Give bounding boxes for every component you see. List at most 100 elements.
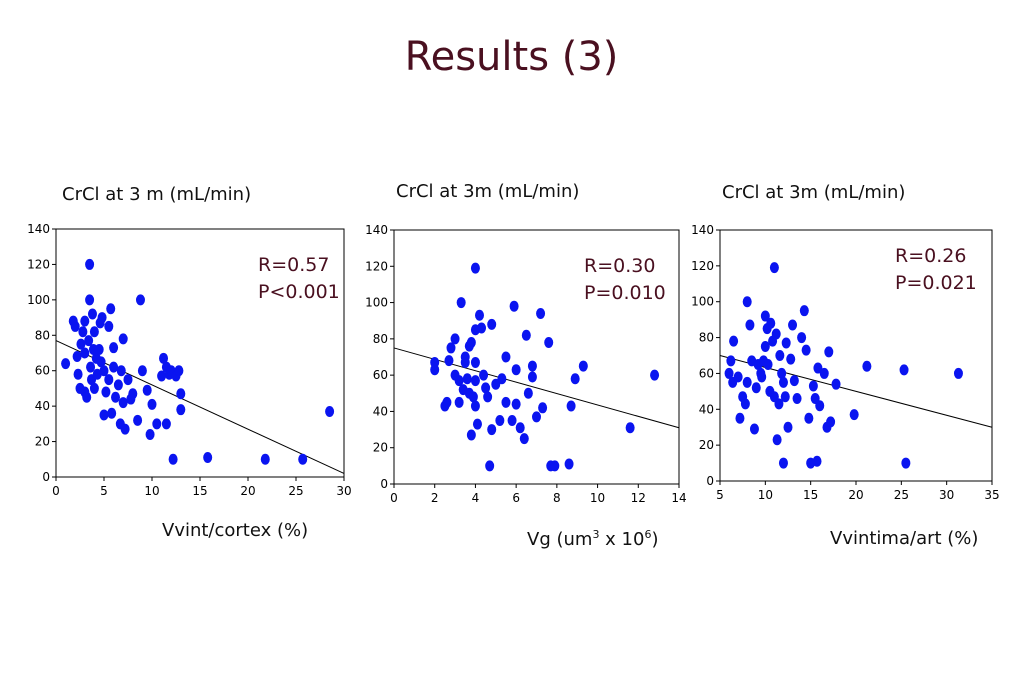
chart3-data-point <box>808 380 818 392</box>
chart3-y-tick-label: 20 <box>699 438 714 452</box>
chart1-data-point <box>168 453 178 465</box>
chart1-x-tick-label: 20 <box>240 484 255 498</box>
chart2-data-point <box>532 411 541 423</box>
chart1-data-point <box>133 414 143 426</box>
chart3-y-tick-label: 100 <box>691 295 714 309</box>
chart1-data-point <box>152 418 162 430</box>
chart2-data-point <box>564 458 574 470</box>
chart3-x-tick-label: 15 <box>803 488 818 502</box>
chart1-data-point <box>157 370 167 382</box>
chart1-data-point <box>99 409 109 421</box>
chart3-y-tick-label: 80 <box>699 331 714 345</box>
chart1-data-point <box>118 397 128 409</box>
chart2-data-point <box>479 369 489 381</box>
chart3-data-point <box>733 371 743 383</box>
chart2-plot-frame <box>393 229 680 485</box>
chart1-data-point <box>142 384 152 396</box>
chart1-x-axis-label: Vvint/cortex (%) <box>162 520 309 541</box>
chart1-data-point <box>137 365 147 377</box>
chart2-data-point <box>430 356 440 368</box>
chart2-y-tick-label: 40 <box>373 404 388 418</box>
chart1-data-point <box>111 391 121 403</box>
chart1-data-point <box>116 365 126 377</box>
chart1-data-point <box>118 333 128 345</box>
chart1-data-point <box>85 258 95 270</box>
chart3-x-tick-label: 25 <box>894 488 909 502</box>
chart3-data-point <box>788 319 798 331</box>
chart3-data-point <box>786 353 796 365</box>
chart3-data-point <box>819 367 829 379</box>
chart3-data-point <box>735 412 745 424</box>
chart3-scatter-plot: 0 20 40 60 80 100 120 140 5 10 15 20 25 30 35 <box>691 223 1000 502</box>
chart2-x-tick-label: 4 <box>472 491 480 505</box>
chart1-data-point <box>78 326 88 338</box>
chart2-data-point <box>487 424 497 436</box>
chart2-data-point <box>519 433 529 445</box>
chart2-x-label-exp2: 6 <box>644 528 652 541</box>
chart1-data-point <box>174 365 184 377</box>
chart1-data-point <box>113 379 123 391</box>
chart1-data-point <box>70 320 80 332</box>
chart1-stats: R=0.57 P<0.001 <box>258 252 340 306</box>
chart3-y-tick-label: 140 <box>691 223 714 237</box>
chart1-y-tick-label: 40 <box>35 399 50 413</box>
chart1-data-point <box>84 335 94 347</box>
chart2-data-point <box>483 391 493 403</box>
chart3-data-point <box>775 350 785 361</box>
chart3-data-point <box>724 367 734 379</box>
chart3-data-point <box>849 409 859 421</box>
chart2-y-tick-label: 0 <box>380 477 388 491</box>
chart3-data-point <box>812 455 822 467</box>
chart2-data-point <box>456 297 466 309</box>
chart1-data-point <box>82 391 92 403</box>
chart3-data-point <box>801 344 811 356</box>
chart3-y-tick-label: 120 <box>691 259 714 273</box>
chart2-data-point <box>527 360 537 372</box>
chart2-data-point <box>462 373 472 385</box>
chart1-x-tick-label: 30 <box>336 484 351 498</box>
chart1-data-point <box>92 368 102 380</box>
chart2-data-point <box>495 415 505 426</box>
chart2-y-tick-label: 20 <box>373 441 388 455</box>
chart2-x-tick-label: 8 <box>553 491 561 505</box>
chart3-data-point <box>831 378 841 390</box>
chart2-y-tick-label: 100 <box>365 296 388 310</box>
chart2-r-value: R=0.30 <box>584 255 656 277</box>
chart3-p-value: P=0.021 <box>895 272 977 294</box>
chart2-data-point <box>527 371 537 383</box>
chart2-data-point <box>509 300 519 312</box>
chart1-p-value: P<0.001 <box>258 281 340 303</box>
chart2-data-point <box>538 402 548 414</box>
chart2-x-label-mid: x 10 <box>599 529 645 550</box>
chart1-x-tick-label: 5 <box>100 484 108 498</box>
chart2-data-point <box>501 351 511 363</box>
chart1-data-point <box>159 352 169 364</box>
chart1-data-point <box>72 351 82 363</box>
chart2-data-point <box>470 356 480 368</box>
chart1-data-point <box>104 320 114 332</box>
chart2-x-tick-label: 0 <box>390 491 398 505</box>
chart1-y-tick-label: 100 <box>27 293 50 307</box>
chart2-data-point <box>650 369 660 381</box>
chart3-data-point <box>771 328 781 340</box>
chart3-data-point <box>749 423 759 435</box>
chart1-data-point <box>73 368 83 380</box>
chart1-x-tick-label: 15 <box>192 484 207 498</box>
chart2-stats: R=0.30 P=0.010 <box>584 253 666 307</box>
chart3-data-point <box>899 364 909 376</box>
chart1-data-point <box>135 294 145 306</box>
chart1-data-point <box>94 343 104 355</box>
chart2-data-point <box>625 422 635 434</box>
chart3-data-point <box>862 360 872 372</box>
chart2-p-value: P=0.010 <box>584 282 666 304</box>
chart3-y-axis-label: CrCl at 3m (mL/min) <box>722 182 906 203</box>
chart1-data-point <box>97 312 107 324</box>
chart3-data-point <box>760 310 770 322</box>
chart2-data-point <box>481 382 491 394</box>
chart1-data-point <box>325 405 335 417</box>
chart3-data-point <box>766 317 776 329</box>
chart3-data-point <box>804 412 814 424</box>
chart3-x-tick-label: 5 <box>716 488 724 502</box>
chart2-y-tick-label: 140 <box>365 223 388 237</box>
chart1-data-point <box>106 303 116 315</box>
